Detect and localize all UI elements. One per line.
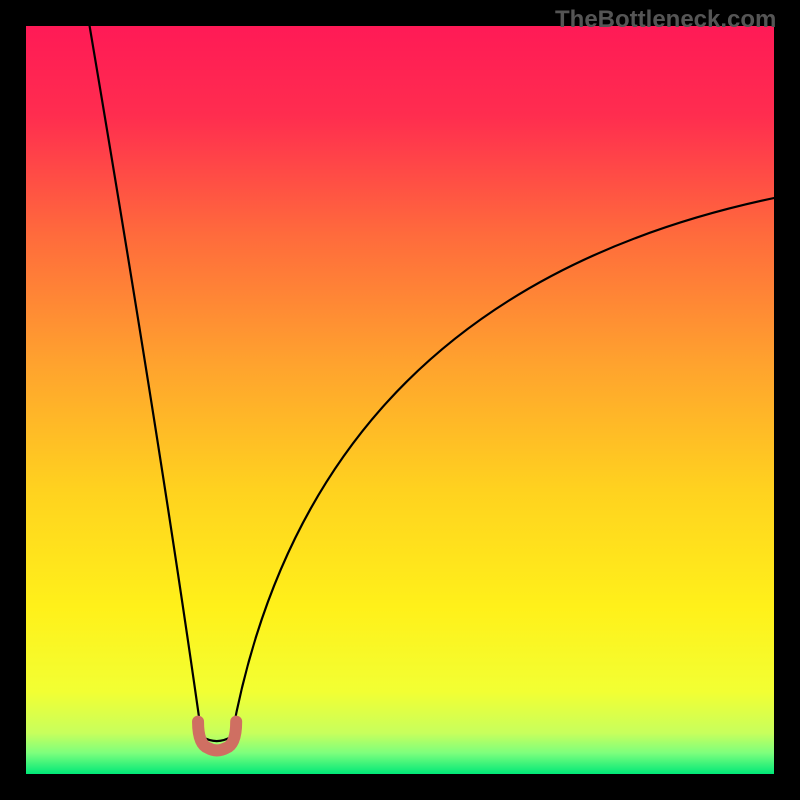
- bottleneck-chart: [26, 26, 774, 774]
- watermark-text: TheBottleneck.com: [555, 6, 776, 34]
- chart-frame: [0, 0, 800, 800]
